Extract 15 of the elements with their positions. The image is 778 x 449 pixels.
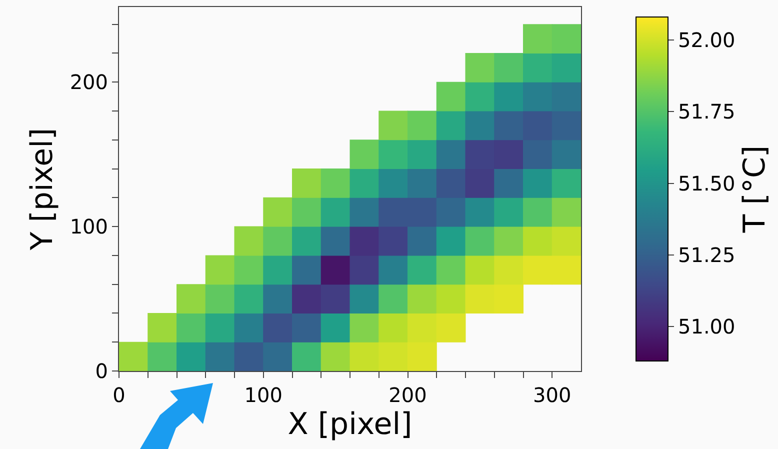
color-bar-title: T [°C] xyxy=(737,145,772,234)
x-tick-label: 0 xyxy=(112,383,126,407)
y-tick-label: 0 xyxy=(95,359,108,383)
x-tick-label: 300 xyxy=(533,383,572,407)
x-tick-label: 200 xyxy=(388,383,427,407)
x-axis-title: X [pixel] xyxy=(288,407,412,442)
y-axis-title: Y [pixel] xyxy=(24,128,60,252)
x-tick-label: 100 xyxy=(244,383,282,407)
y-tick-label: 100 xyxy=(70,214,108,239)
color-bar-label: 51.25 xyxy=(678,242,736,267)
color-bar-label: 51.00 xyxy=(678,314,736,339)
color-bar-label: 51.50 xyxy=(678,171,736,196)
color-bar-label: 52.00 xyxy=(678,28,736,52)
color-bar-label: 51.75 xyxy=(678,100,736,124)
y-tick-label: 200 xyxy=(70,70,108,94)
